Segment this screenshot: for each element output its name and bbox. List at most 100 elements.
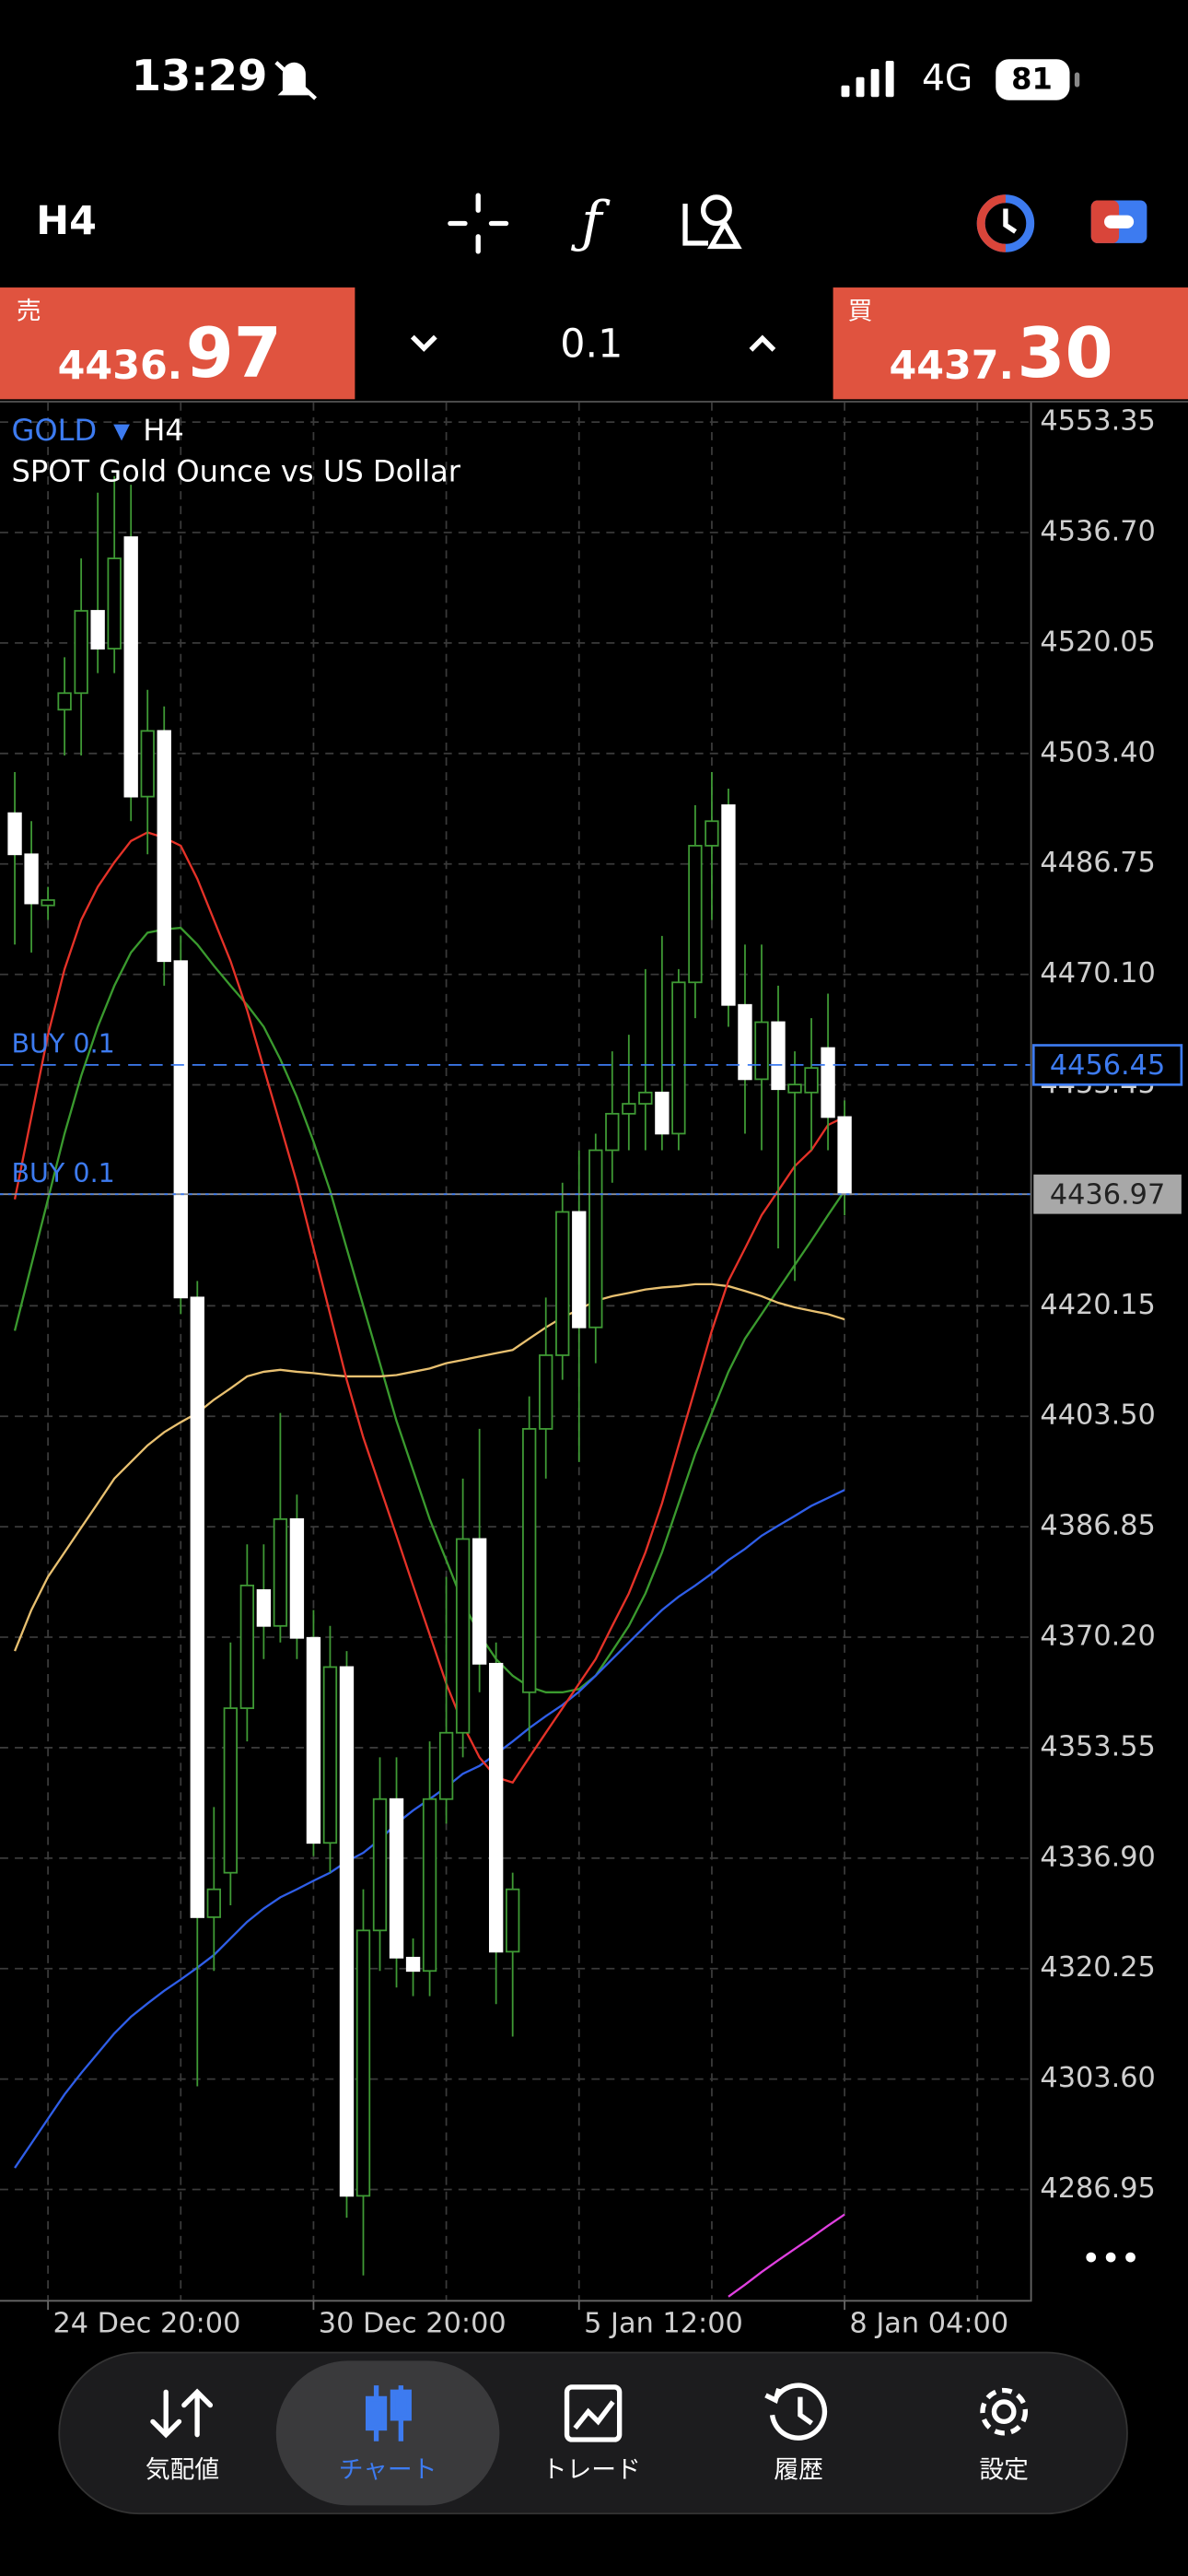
quotes-icon xyxy=(150,2388,214,2439)
trade-icon xyxy=(564,2384,623,2442)
symbol-dropdown[interactable]: ▼ xyxy=(113,418,130,443)
candle-body-bear xyxy=(24,853,39,905)
chart-icon xyxy=(365,2385,412,2441)
grid xyxy=(0,402,1031,2301)
candle-body-bull xyxy=(787,1083,802,1094)
bid-price-box xyxy=(1033,1174,1182,1214)
y-tick-label: 4486.75 xyxy=(1040,847,1155,879)
x-tick-label: 5 Jan 12:00 xyxy=(584,2308,743,2340)
y-tick-label: 4503.40 xyxy=(1040,736,1155,768)
active-tab-highlight xyxy=(275,2360,500,2506)
tab-label[interactable]: 設定 xyxy=(979,2455,1029,2484)
tab-labels: 気配値 チャート トレード 履歴 設定 xyxy=(146,2455,1029,2484)
candle-body-bull xyxy=(74,610,88,695)
y-tick-label: 4370.20 xyxy=(1040,1621,1155,1653)
candle-body-bear xyxy=(472,1538,487,1665)
x-tick-label: 8 Jan 04:00 xyxy=(849,2308,1008,2340)
buy-label: 買 xyxy=(848,297,873,325)
y-tick-label: 4320.25 xyxy=(1040,1951,1155,1984)
y-tick-label: 4520.05 xyxy=(1040,626,1155,658)
candle-body-bull xyxy=(705,820,719,847)
y-tick-label: 4286.95 xyxy=(1040,2172,1155,2205)
objects-button[interactable] xyxy=(682,194,742,250)
candle-body-bear xyxy=(655,1091,670,1135)
candle-body-bull xyxy=(539,1354,553,1430)
y-tick-label: 4386.85 xyxy=(1040,1510,1155,1542)
candle-body-bull xyxy=(688,845,703,984)
tab-label[interactable]: トレード xyxy=(542,2455,641,2484)
candle-body-bear xyxy=(157,730,171,963)
history-mode-button[interactable] xyxy=(976,194,1035,252)
candle-body-bear xyxy=(821,1047,835,1118)
plot-area: BUY 0.1 BUY 0.1 xyxy=(0,475,1031,2298)
order-price-label: 4456.45 xyxy=(1050,1049,1165,1082)
candle-body-bear xyxy=(256,1589,272,1627)
x-tick-label: 30 Dec 20:00 xyxy=(319,2308,507,2340)
axis: 4553.35 4536.70 4520.05 4503.40 4486.75 4470.… xyxy=(47,405,1183,2340)
candle-body-bear xyxy=(405,1956,421,1973)
candle-body-bull xyxy=(57,692,72,711)
candle-body-bear xyxy=(190,1296,204,1918)
indicator-line xyxy=(13,831,845,1785)
battery-level: 81 xyxy=(1011,61,1053,96)
candle-body-bull xyxy=(355,1929,371,2197)
sell-price-main: 4436. xyxy=(58,343,182,389)
tab-label[interactable]: 気配値 xyxy=(146,2455,219,2484)
order-price-box xyxy=(1031,1044,1183,1086)
timeframe-button[interactable]: H4 xyxy=(36,198,97,244)
indicator-line xyxy=(728,2213,845,2298)
symbol[interactable]: GOLD xyxy=(11,413,97,448)
buy-button[interactable] xyxy=(833,287,1188,400)
candle-body-bull xyxy=(754,1021,769,1081)
candle-body-bull xyxy=(455,1538,471,1734)
one-click-button[interactable] xyxy=(1090,200,1147,243)
candle-body-bull xyxy=(273,1517,288,1627)
candle-body-bull xyxy=(41,899,55,907)
y-tick-label: 4353.55 xyxy=(1040,1730,1155,1762)
candle-body-bull xyxy=(671,981,686,1135)
order-label[interactable]: BUY 0.1 xyxy=(11,1158,114,1188)
volume-up[interactable] xyxy=(749,334,776,352)
candle-body-bear xyxy=(7,812,22,856)
candle-body-bull xyxy=(107,557,122,650)
network: 4G xyxy=(922,58,973,100)
candle-body-bull xyxy=(506,1888,520,1953)
sell-label: 売 xyxy=(17,297,41,325)
order-label[interactable]: BUY 0.1 xyxy=(11,1029,114,1060)
crosshair-button[interactable] xyxy=(448,193,509,254)
more-button[interactable] xyxy=(1086,2252,1136,2263)
volume[interactable]: 0.1 xyxy=(560,322,623,368)
y-tick-label: 4420.15 xyxy=(1040,1289,1155,1321)
tab-bar xyxy=(58,2351,1128,2515)
sell-price-big: 97 xyxy=(186,312,282,393)
indicator-line xyxy=(13,1282,845,1652)
candle-body-bull xyxy=(605,1112,620,1152)
sell-button[interactable] xyxy=(0,287,355,400)
candle-body-bull xyxy=(522,1428,537,1693)
candle-body-bull xyxy=(588,1149,603,1329)
candle-body-bear xyxy=(90,610,105,650)
candle-body-bull xyxy=(239,1584,255,1709)
x-tick-label: 24 Dec 20:00 xyxy=(52,2308,240,2340)
y-tick-label: 4403.50 xyxy=(1040,1399,1155,1432)
candle-body-bull xyxy=(804,1067,819,1094)
candle-body-bull xyxy=(422,1797,437,1973)
y-tick-label: 4470.10 xyxy=(1040,957,1155,989)
signal-icon xyxy=(841,60,894,98)
volume-down[interactable] xyxy=(410,334,437,352)
candle-body-bear xyxy=(837,1116,852,1196)
candle-body-bear xyxy=(389,1797,404,1959)
candle-body-bull xyxy=(206,1888,221,1918)
candle-body-bull xyxy=(622,1103,636,1115)
tab-label[interactable]: 履歴 xyxy=(774,2455,823,2484)
chart-timeframe: H4 xyxy=(143,413,184,448)
candle-body-bear xyxy=(721,804,736,1006)
candle-body-bear xyxy=(738,1003,752,1081)
candle-body-bear xyxy=(339,1666,355,2197)
symbol-description: SPOT Gold Ounce vs US Dollar xyxy=(11,454,460,489)
buy-price-main: 4437. xyxy=(889,343,1013,389)
tab-label[interactable]: チャート xyxy=(339,2455,437,2484)
mute-icon xyxy=(274,61,318,100)
candle-body-bear xyxy=(306,1636,321,1844)
